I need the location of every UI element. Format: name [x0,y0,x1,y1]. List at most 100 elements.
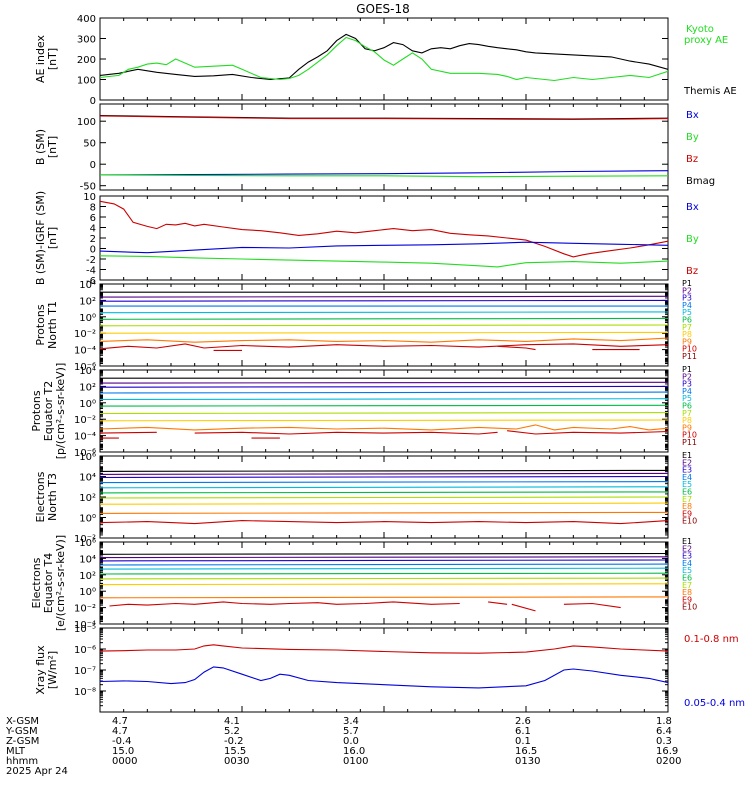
footer-row-label: hhmm [6,756,38,767]
legend-entry: P1 [682,365,692,374]
series-line [100,556,668,559]
series-line [194,431,498,435]
y-tick-label: 0 [90,96,96,107]
y-tick-label: 10⁻² [74,329,96,340]
legend-entry: P9 [682,423,692,432]
y-tick-label: 10⁻⁶ [74,362,96,373]
legend-entry: E10 [682,517,697,526]
footer-value: 4.1 [224,716,240,727]
y-tick-label: 4 [90,224,96,235]
y-tick-label: 10 [83,192,96,203]
series-line [100,496,668,499]
series-line [100,559,668,562]
series-line [100,337,668,343]
y-tick-label: 200 [77,55,96,66]
y-tick-label: 10⁶ [79,452,96,463]
legend-entry: P10 [682,431,697,440]
legend-entry: 0.1-0.8 nm [684,634,739,645]
y-tick-label: 0 [90,160,96,171]
series-line [100,343,668,350]
footer-date: 2025 Apr 24 [6,766,68,777]
series-line [100,511,668,514]
y-tick-label: -6 [86,276,96,287]
footer-row-label: X-GSM [6,716,39,727]
series-line [100,404,668,407]
legend-entry: P8 [682,416,692,425]
footer-value: 16.9 [656,746,678,757]
series-line [100,481,668,484]
series-line [100,174,668,178]
series-line [100,583,668,586]
series-line [100,255,668,268]
series-line [100,666,668,689]
legend-entry: 0.05-0.4 nm [684,698,745,709]
chart-title: GOES-18 [356,2,410,16]
y-tick-label: 10⁻² [74,534,96,545]
y-axis-label: Equator T4 [42,553,55,613]
footer-value: 15.5 [224,746,246,757]
footer-value: 15.0 [112,746,134,757]
series-line [100,644,668,654]
y-axis-label: Protons [34,304,47,345]
series-line [100,324,668,327]
y-tick-label: 10⁰ [79,514,96,525]
y-tick-label: -2 [86,255,96,266]
footer-value: 0.3 [656,736,672,747]
y-tick-label: 10⁴ [79,366,96,377]
footer-value: 0200 [656,756,681,767]
y-axis-label: Protons [30,390,43,431]
series-line [100,567,668,570]
y-axis-label: Equator T2 [42,381,55,441]
y-axis-label: North T1 [46,301,59,349]
series-line [100,33,668,81]
legend-entry: E9 [682,509,692,518]
footer-value: 4.7 [112,726,128,737]
y-axis-label: North T3 [46,473,59,521]
y-tick-label: -4 [86,266,96,277]
y-tick-label: 10⁻² [74,604,96,615]
footer-value: 5.2 [224,726,240,737]
footer-value: 6.4 [656,726,672,737]
series-line [100,311,668,314]
legend-entry: P6 [682,402,692,411]
y-tick-label: 10² [79,571,96,582]
y-tick-label: 2 [90,234,96,245]
y-tick-label: 10⁻⁴ [74,346,96,357]
y-tick-label: 10⁶ [79,538,96,549]
legend-entry: By [686,234,699,245]
series-line [100,170,668,176]
footer-row-label: MLT [6,746,26,757]
footer-value: -0.2 [224,736,244,747]
series-line [100,419,668,422]
series-line [507,430,668,435]
y-tick-label: 10⁴ [79,280,96,291]
legend-entry: Themis AE [683,86,737,97]
series-line [100,475,668,479]
legend-entry: By [686,132,699,143]
y-tick-label: 10⁻⁸ [74,687,96,698]
legend-entry: P7 [682,323,692,332]
panel-bsm: -50 0 50 100 B (SM) [nT] Bx By Bz Bmag [34,103,715,193]
series-line [497,345,536,351]
series-line [100,596,668,599]
legend-entry: E9 [682,595,692,604]
y-axis-label: B (SM) [34,129,47,165]
y-tick-label: 10² [79,493,96,504]
footer-row-label: Y-GSM [5,726,38,737]
series-line [100,472,668,475]
series-line [100,200,668,258]
legend-entry: E3 [682,466,692,475]
legend-entry: P11 [682,352,697,361]
legend-entry: E1 [682,537,692,546]
legend-entry: Bx [686,110,699,121]
legend-entry: E10 [682,603,697,612]
legend-entry: E4 [682,559,692,568]
legend-entry: P2 [682,286,692,295]
legend-entry: E6 [682,488,692,497]
panel-xray: 10⁻⁸ 10⁻⁷ 10⁻⁶ 10⁻⁵ Xray flux [W/m²] 0.1-0.8 n… [34,624,745,713]
series-line [100,398,668,401]
panel-frame [99,17,669,101]
series-line [100,391,668,394]
